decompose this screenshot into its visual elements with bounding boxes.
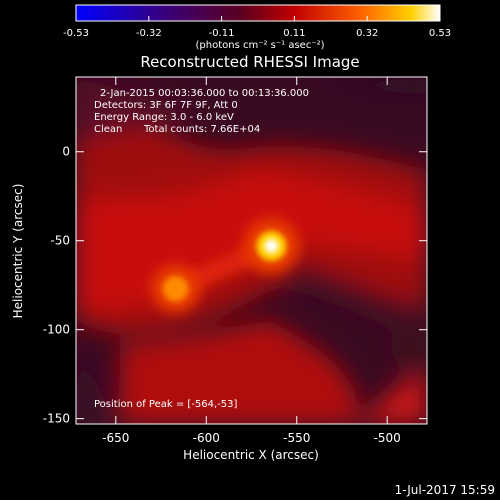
x-tick-label: -500 <box>374 431 401 445</box>
colorbar-unit-label: (photons cm⁻² s⁻¹ asec⁻²) <box>195 40 324 51</box>
y-tick-label: 0 <box>62 145 70 159</box>
y-tick-label: -50 <box>50 234 70 248</box>
annotation-detectors: Detectors: 3F 6F 7F 9F, Att 0 <box>94 100 238 111</box>
x-tick-label: -600 <box>193 431 220 445</box>
x-tick-label: -650 <box>102 431 129 445</box>
colorbar-tick-label: 0.32 <box>356 28 378 39</box>
x-tick-label: -550 <box>283 431 310 445</box>
source-core <box>162 276 189 302</box>
colorbar <box>75 4 441 22</box>
peak-position-label: Position of Peak = [-564,-53] <box>94 399 238 410</box>
colorbar-tick-label: -0.53 <box>63 28 89 39</box>
heatmap-image <box>76 77 427 424</box>
annotation-time: 2-Jan-2015 00:03:36.000 to 00:13:36.000 <box>100 88 309 99</box>
annotation-energy: Energy Range: 3.0 - 6.0 keV <box>94 112 234 123</box>
axis-ticks: -650 -600 -550 -500 0 -50 -100 -150 <box>43 77 427 445</box>
annotation-clean: Clean <box>94 124 122 135</box>
footer-timestamp: 1-Jul-2017 15:59 <box>395 483 495 497</box>
x-axis-label: Heliocentric X (arcsec) <box>183 448 319 462</box>
y-tick-label: -100 <box>43 323 70 337</box>
y-tick-label: -150 <box>43 412 70 426</box>
chart-title: Reconstructed RHESSI Image <box>140 53 359 71</box>
plot-frame <box>75 76 428 425</box>
colorbar-tick-label: 0.53 <box>429 28 451 39</box>
colorbar-tick-label: 0.11 <box>283 28 305 39</box>
y-axis-label: Heliocentric Y (arcsec) <box>11 184 25 319</box>
source-peak <box>264 239 279 254</box>
annotation-total-counts: Total counts: 7.66E+04 <box>143 124 260 135</box>
colorbar-tick-label: -0.32 <box>136 28 162 39</box>
colorbar-tick-label: -0.11 <box>209 28 235 39</box>
colorbar-ticks: -0.53 -0.32 -0.11 0.11 0.32 0.53 <box>63 16 451 39</box>
